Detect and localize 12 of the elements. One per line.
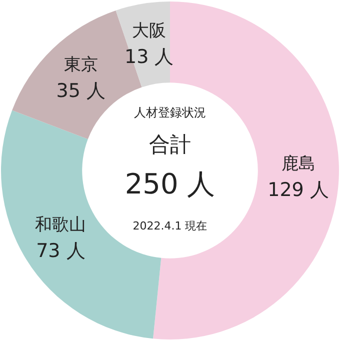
slice-label: 大阪	[132, 20, 166, 41]
data-label: 129 人	[268, 178, 329, 201]
text: 合計	[149, 132, 191, 156]
data-label: 73 人	[36, 240, 86, 262]
text: 人材登録状況	[134, 106, 206, 120]
data-label: 13 人	[124, 46, 174, 68]
slice-label: 鹿島	[281, 154, 316, 174]
text: 2022.4.1 現在	[132, 220, 208, 232]
slice-label: 和歌山	[35, 214, 86, 235]
slice-label: 東京	[64, 54, 98, 75]
text: 250 人	[124, 168, 216, 200]
data-label: 35 人	[56, 80, 106, 102]
